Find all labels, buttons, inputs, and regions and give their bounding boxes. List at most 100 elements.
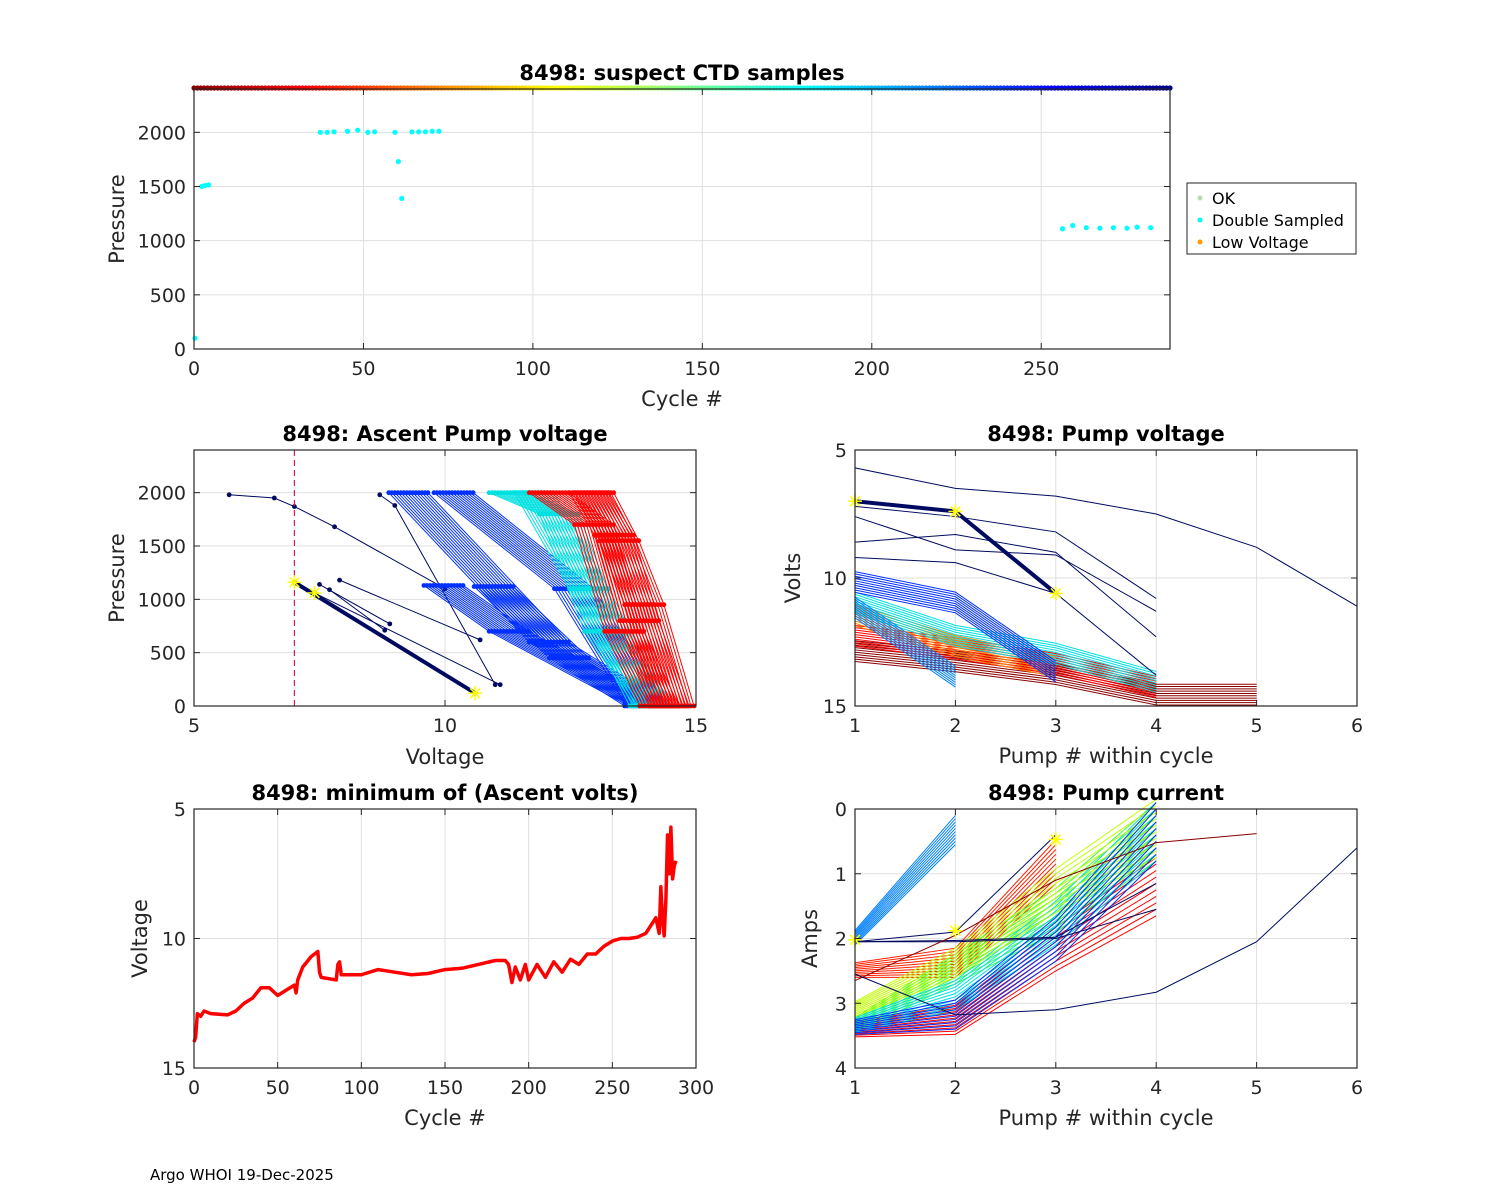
double-sampled-point (392, 129, 398, 135)
x-tick-label: 4 (1150, 715, 1162, 737)
series-line-group (854, 815, 956, 946)
y-tick-label: 15 (823, 696, 847, 718)
legend-label: Double Sampled (1212, 211, 1344, 230)
profile-line (491, 492, 639, 707)
series-line (854, 610, 956, 681)
double-sampled-point (317, 129, 323, 135)
series-line (854, 853, 1157, 1034)
x-tick-label: 1 (849, 1077, 861, 1099)
x-tick-label: 50 (351, 358, 375, 380)
series-line (854, 802, 1157, 1021)
series-line-group (854, 802, 1157, 1033)
profile-line (488, 492, 636, 707)
y-axis-label: Amps (798, 909, 822, 968)
double-sampled-point (331, 129, 337, 135)
flag-star-marker (1048, 832, 1063, 847)
y-tick-label: 5 (174, 799, 186, 821)
double-sampled-point (205, 182, 212, 188)
series-line (854, 883, 1157, 1030)
series-line (854, 895, 1157, 1033)
legend-marker (1197, 195, 1203, 201)
profile-line (578, 492, 660, 707)
profile-point (661, 602, 667, 608)
x-tick-label: 250 (594, 1077, 630, 1099)
series-line-group (854, 557, 1157, 676)
footer-credit: Argo WHOI 19-Dec-2025 (150, 1166, 334, 1184)
y-tick-label: 1500 (138, 177, 186, 199)
y-tick-label: 0 (174, 696, 186, 718)
double-sampled-point (1110, 225, 1116, 231)
y-axis-label: Volts (781, 553, 805, 604)
series-line (854, 833, 1257, 982)
series-line (854, 815, 1157, 1022)
series-line (854, 608, 956, 679)
series-line-group (854, 596, 956, 688)
series-line (854, 467, 1358, 607)
chart-title: 8498: suspect CTD samples (519, 61, 844, 85)
series-line (854, 821, 956, 934)
x-axis-label: Voltage (406, 745, 485, 769)
double-sampled-point (1059, 226, 1066, 232)
profile-line (339, 579, 481, 641)
double-sampled-point (1124, 225, 1130, 231)
series-line (854, 818, 1157, 1007)
flag-star-marker (1048, 586, 1063, 601)
chart-title: 8498: Pump voltage (987, 422, 1225, 446)
flag-star-marker (307, 585, 322, 600)
profile-point (460, 583, 466, 588)
profile-point (492, 682, 498, 688)
legend: OK Double Sampled Low Voltage (1186, 182, 1357, 255)
series-line (854, 805, 1157, 1004)
series-line (854, 860, 1157, 1035)
series-line (854, 828, 956, 938)
series-line (854, 578, 1057, 669)
series-line (854, 824, 956, 936)
profile-point (317, 582, 322, 587)
profile-line (329, 589, 386, 631)
series-line (854, 853, 1157, 1032)
series-line-group (855, 908, 1157, 943)
series-line (854, 828, 1157, 1027)
profile-line (589, 492, 671, 707)
series-line (854, 841, 956, 944)
profile-line (532, 492, 644, 707)
series-line-group (854, 802, 1157, 1035)
series-line (854, 617, 956, 688)
double-sampled-point (416, 129, 422, 135)
y-tick-label: 500 (150, 285, 186, 307)
series-line (854, 505, 1157, 599)
y-tick-label: 2 (835, 929, 847, 951)
x-tick-label: 5 (1251, 715, 1263, 737)
axes-suspect-ctd: 0 50 100 150 200 250 0 500 1000 1500 2000 8498: sus… (105, 61, 1173, 411)
series-line (854, 580, 1057, 671)
double-sampled-point (1148, 225, 1154, 231)
series-line (855, 908, 1157, 943)
series-line-group (854, 467, 1358, 607)
y-tick-label: 5 (835, 440, 847, 462)
profile-point (497, 682, 503, 688)
profile-line (595, 492, 677, 707)
double-sampled-point (429, 128, 435, 134)
y-tick-label: 3 (835, 993, 847, 1015)
double-sampled-point (395, 158, 401, 165)
flag-star-marker (948, 504, 963, 519)
y-tick-label: 0 (174, 339, 186, 361)
series-line (854, 573, 1057, 664)
series-line (854, 860, 1157, 1033)
y-tick-label: 1500 (138, 536, 186, 558)
series-line (854, 815, 1157, 1024)
series-line (854, 847, 1157, 1032)
series-line (854, 915, 1157, 1038)
x-tick-label: 50 (266, 1077, 290, 1099)
x-tick-label: 6 (1351, 1077, 1363, 1099)
series-line-group (854, 833, 1257, 982)
profile-line (598, 492, 680, 707)
x-axis-label: Cycle # (641, 387, 723, 411)
x-tick-label: 5 (188, 715, 200, 737)
series-line (854, 853, 1157, 1032)
series-line (854, 575, 1057, 667)
profile-line (602, 492, 684, 707)
series-line (854, 860, 1157, 1033)
flag-star-marker (287, 575, 302, 590)
double-sampled-point (1083, 225, 1089, 231)
